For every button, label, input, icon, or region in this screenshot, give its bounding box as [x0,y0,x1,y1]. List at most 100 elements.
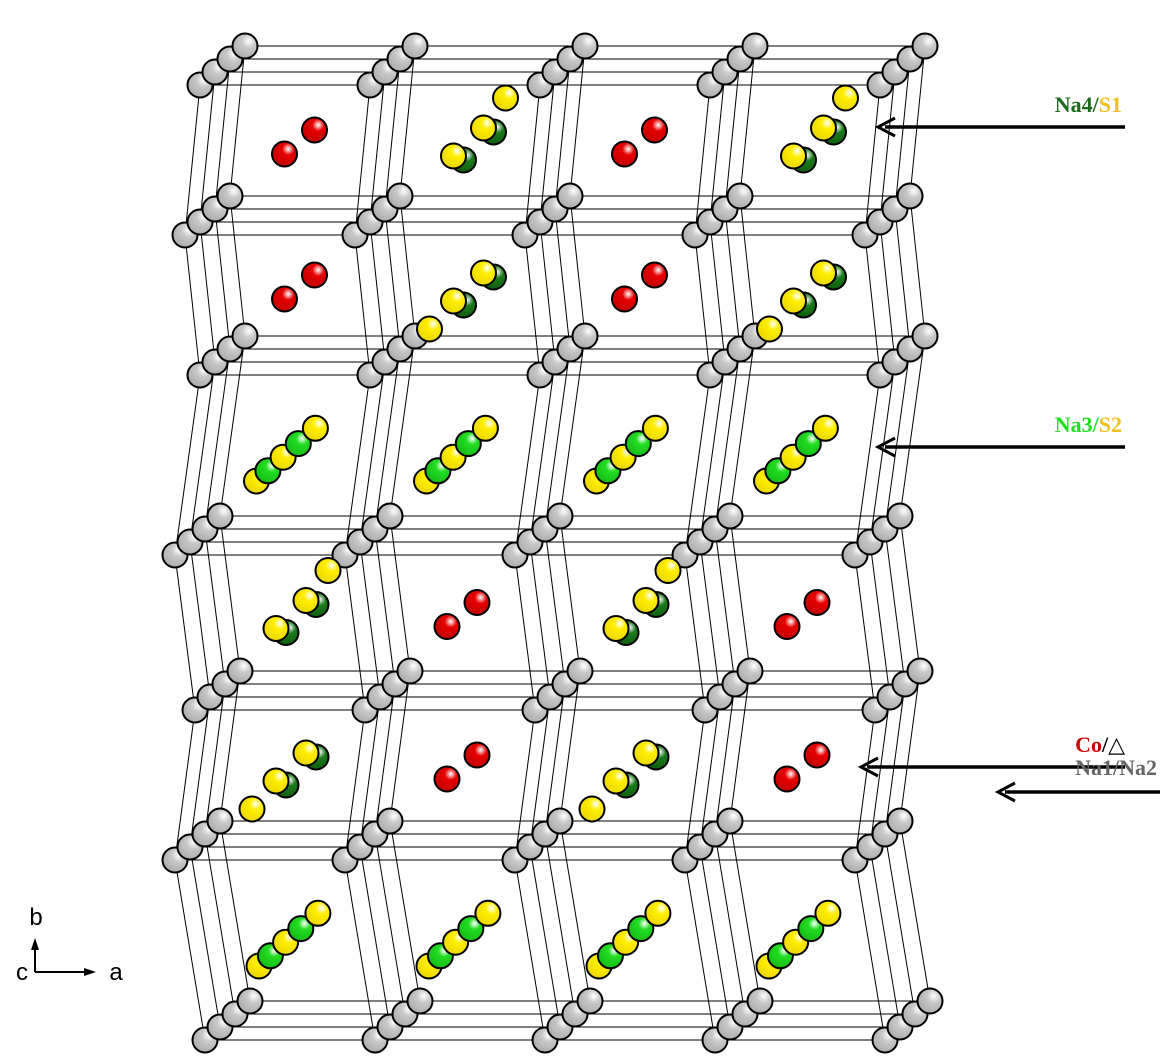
bond [205,529,225,684]
atom [493,86,518,111]
atoms [163,34,943,1053]
bond [880,222,895,362]
atom [316,558,341,583]
bond [375,834,405,1014]
bond [545,834,575,1014]
bond [175,555,195,710]
atom [775,614,800,639]
atom [805,743,830,768]
bond [900,821,930,1001]
label-na4-s1: Na4/S1 [878,92,1125,136]
atom [775,767,800,792]
atom [738,659,763,684]
atom [805,590,830,615]
atom [748,989,773,1014]
partner: S2 [1099,412,1122,437]
bond [910,196,925,336]
bond [545,529,565,684]
atom [548,504,573,529]
atom [781,289,806,314]
axis-label: b [29,904,42,931]
bond [870,847,900,1027]
atom [208,504,233,529]
atom [264,769,289,794]
bond [205,834,235,1014]
species: Co [1075,732,1102,757]
atom [813,416,838,441]
atom [757,317,782,342]
atom [228,659,253,684]
partner: S1 [1099,92,1122,117]
atom [305,901,330,926]
bond [345,860,375,1040]
bond [345,555,365,710]
atom [643,416,668,441]
arrowhead [31,938,39,950]
bond [740,196,755,336]
atom [612,287,637,312]
atom [558,184,583,209]
bond [390,516,410,671]
atom [811,116,836,141]
atom [913,34,938,59]
atom [264,616,289,641]
page: Na4/S1 Na3/S2 Co/△ Na1/Na2 b c a (() => … [0,0,1160,1057]
bond [360,542,380,697]
bond [515,860,545,1040]
atom [417,317,442,342]
bond [220,821,250,1001]
atom [634,741,659,766]
atom [303,416,328,441]
partner: △ [1108,732,1125,757]
atom [612,142,637,167]
atom [441,144,466,169]
atom [302,263,327,288]
bond [855,860,885,1040]
atom [833,86,858,111]
bond [725,209,740,349]
bond [885,529,905,684]
atom [913,324,938,349]
atom [888,809,913,834]
atom [473,416,498,441]
label: Na1/Na2 [1075,755,1157,780]
label: Na4/S1 [1055,92,1122,117]
label: Na3/S2 [1055,412,1122,437]
bond [710,222,725,362]
bond [885,834,915,1014]
bond [360,847,390,1027]
bond [185,235,200,375]
atom [465,590,490,615]
atom [378,809,403,834]
atom [208,809,233,834]
atom [302,118,327,143]
bond [700,847,730,1027]
atom [898,184,923,209]
bond [200,222,215,362]
atom [403,34,428,59]
atom [435,614,460,639]
atom [272,287,297,312]
label: Co/△ [1075,732,1125,757]
bond [730,821,760,1001]
atom [475,901,500,926]
atom [811,261,836,286]
bond [715,529,735,684]
bond [685,860,715,1040]
bond [570,196,585,336]
bond [190,847,220,1027]
bond [385,209,400,349]
atom [294,741,319,766]
axis-label: c [16,959,28,986]
atom [233,34,258,59]
atom [471,116,496,141]
bond [230,196,245,336]
bond [560,516,580,671]
bond [215,209,230,349]
atom [578,989,603,1014]
bond [560,821,590,1001]
bond [870,542,890,697]
atom [378,504,403,529]
bond [900,516,920,671]
atom [568,659,593,684]
